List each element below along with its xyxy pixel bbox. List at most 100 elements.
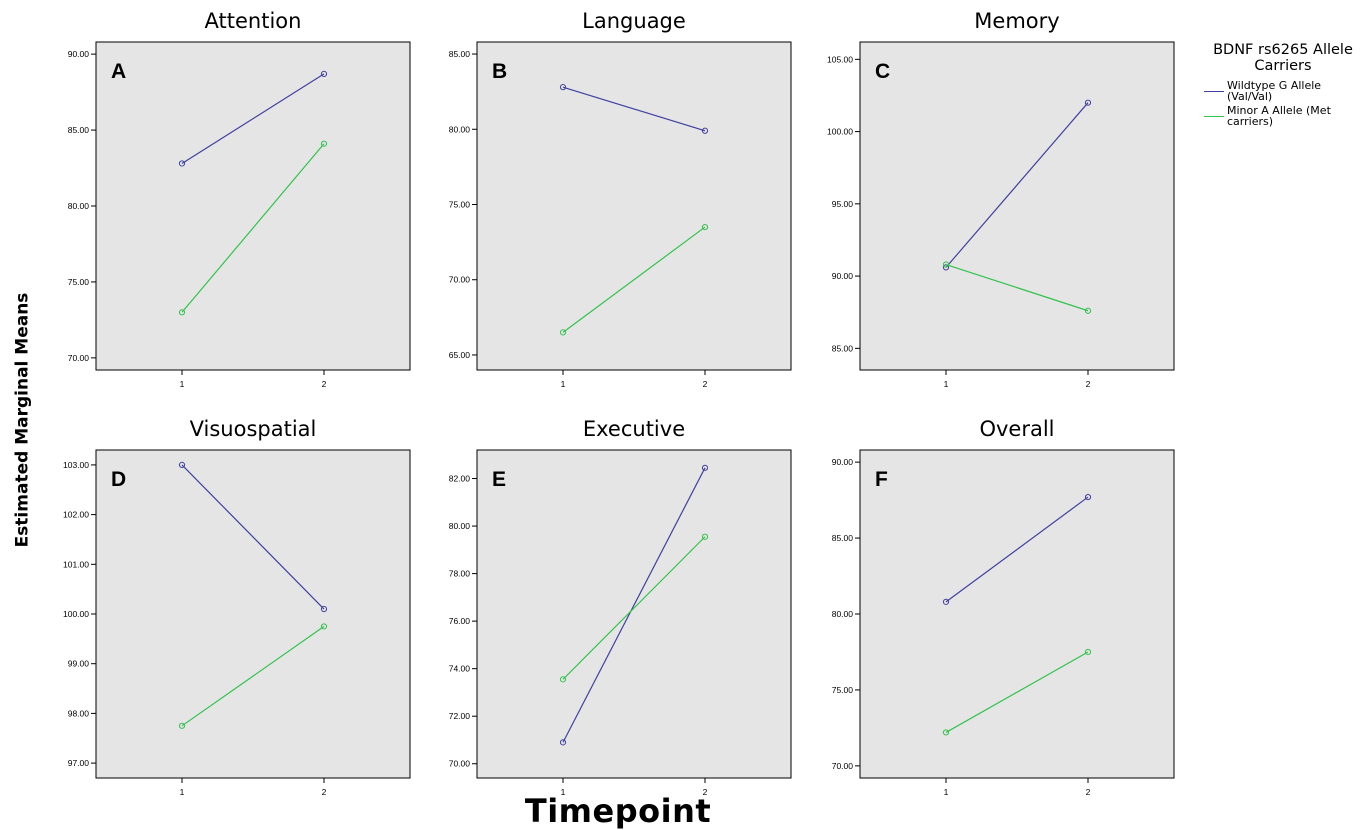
panel-title: Language bbox=[582, 9, 686, 33]
data-point-minor bbox=[559, 329, 567, 336]
data-point-wildtype bbox=[1084, 493, 1092, 501]
panel-b: Language B 65.00 70.00 75.00 80.00 85.00 1 2 bbox=[449, 9, 792, 389]
panel-title: Attention bbox=[205, 9, 302, 33]
panel-title: Executive bbox=[583, 417, 685, 441]
y-tick-label: 95.00 bbox=[832, 199, 854, 209]
plot-area bbox=[95, 449, 411, 779]
data-point-wildtype bbox=[559, 739, 567, 746]
plot-area bbox=[476, 41, 792, 371]
y-tick-label: 70.00 bbox=[68, 353, 90, 363]
x-tick-label: 2 bbox=[1086, 379, 1091, 389]
x-tick-label: 2 bbox=[322, 379, 327, 389]
y-tick-label: 70.00 bbox=[449, 759, 471, 769]
data-point-wildtype bbox=[701, 464, 709, 471]
panel-letter: E bbox=[492, 468, 506, 491]
y-tick-label: 99.00 bbox=[68, 659, 90, 669]
series-line-wildtype bbox=[945, 102, 1089, 268]
y-tick-label: 75.00 bbox=[832, 685, 854, 695]
x-tick-label: 1 bbox=[944, 379, 949, 389]
data-point-wildtype bbox=[178, 461, 186, 469]
legend-label-minor: Minor A Allele (Met carriers) bbox=[1227, 104, 1331, 128]
y-tick-label: 90.00 bbox=[68, 49, 90, 59]
series-line-minor bbox=[945, 263, 1089, 312]
y-tick-label: 78.00 bbox=[449, 569, 471, 579]
series-line-minor bbox=[181, 143, 325, 313]
data-point-minor bbox=[1084, 307, 1092, 314]
y-tick-label: 75.00 bbox=[449, 199, 471, 209]
data-point-minor bbox=[1084, 648, 1092, 656]
y-tick-label: 70.00 bbox=[449, 275, 471, 285]
series-line-wildtype bbox=[562, 467, 706, 743]
y-tick-label: 65.00 bbox=[449, 350, 471, 360]
y-axis-label-container: Estimated Marginal Means bbox=[4, 293, 40, 548]
data-point-wildtype bbox=[178, 160, 186, 167]
y-axis-label: Estimated Marginal Means bbox=[12, 292, 32, 548]
legend-item-minor: Minor A Allele (Met carriers) bbox=[1204, 105, 1362, 127]
x-tick-label: 1 bbox=[561, 787, 566, 797]
data-point-minor bbox=[701, 533, 709, 540]
x-tick-label: 2 bbox=[322, 787, 327, 797]
data-point-minor bbox=[942, 729, 950, 736]
y-tick-label: 80.00 bbox=[449, 124, 471, 134]
panel-letter: F bbox=[875, 468, 888, 491]
y-tick-label: 80.00 bbox=[449, 521, 471, 531]
panel-c: Memory C 85.00 90.00 95.00 100.00 105.00 1 2 bbox=[827, 9, 1175, 389]
data-point-wildtype bbox=[1084, 99, 1092, 106]
data-point-minor bbox=[320, 623, 328, 630]
y-tick-label: 100.00 bbox=[63, 609, 89, 619]
y-tick-label: 85.00 bbox=[832, 343, 854, 353]
series-line-wildtype bbox=[181, 73, 325, 164]
panel-f: Overall F 70.00 75.00 80.00 85.00 90.00 1 2 bbox=[832, 417, 1175, 797]
data-point-wildtype bbox=[320, 605, 328, 613]
series-line-minor bbox=[562, 536, 706, 680]
series-line-wildtype bbox=[181, 464, 325, 610]
y-tick-label: 98.00 bbox=[68, 708, 90, 718]
panel-e: Executive E 70.00 72.00 74.00 76.00 78.00 80.00… bbox=[449, 417, 792, 797]
legend: BDNF rs6265 Allele Carriers Wildtype G A… bbox=[1204, 42, 1362, 130]
y-tick-label: 103.00 bbox=[63, 460, 89, 470]
plot-area bbox=[95, 41, 411, 371]
y-tick-label: 75.00 bbox=[68, 277, 90, 287]
panel-title: Overall bbox=[979, 417, 1054, 441]
legend-label-wildtype: Wildtype G Allele (Val/Val) bbox=[1227, 79, 1322, 103]
data-point-wildtype bbox=[942, 598, 950, 605]
x-tick-label: 2 bbox=[703, 379, 708, 389]
data-point-minor bbox=[320, 140, 328, 147]
series-line-minor bbox=[945, 651, 1089, 733]
legend-item-wildtype: Wildtype G Allele (Val/Val) bbox=[1204, 80, 1362, 102]
legend-swatch-minor bbox=[1204, 116, 1224, 117]
x-tick-label: 2 bbox=[703, 787, 708, 797]
y-tick-label: 85.00 bbox=[449, 49, 471, 59]
y-tick-label: 102.00 bbox=[63, 510, 89, 520]
panel-letter: A bbox=[111, 60, 126, 83]
y-tick-label: 82.00 bbox=[449, 474, 471, 484]
y-tick-label: 100.00 bbox=[827, 127, 853, 137]
y-tick-label: 101.00 bbox=[63, 559, 89, 569]
y-tick-label: 105.00 bbox=[827, 54, 853, 64]
panel-letter: C bbox=[875, 60, 890, 83]
y-tick-label: 85.00 bbox=[832, 533, 854, 543]
data-point-minor bbox=[178, 309, 186, 316]
plot-area bbox=[859, 41, 1175, 371]
series-line-minor bbox=[181, 625, 325, 727]
panel-title: Visuospatial bbox=[190, 417, 317, 441]
y-tick-label: 80.00 bbox=[68, 201, 90, 211]
data-point-minor bbox=[559, 676, 567, 683]
x-tick-label: 1 bbox=[180, 787, 185, 797]
x-tick-label: 1 bbox=[561, 379, 566, 389]
series-line-wildtype bbox=[945, 496, 1089, 603]
y-tick-label: 80.00 bbox=[832, 609, 854, 619]
y-tick-label: 97.00 bbox=[68, 758, 90, 768]
series-line-minor bbox=[562, 226, 706, 333]
data-point-minor bbox=[942, 261, 950, 268]
legend-title: BDNF rs6265 Allele Carriers bbox=[1213, 42, 1353, 74]
y-tick-label: 85.00 bbox=[68, 125, 90, 135]
y-tick-label: 70.00 bbox=[832, 761, 854, 771]
plot-area bbox=[476, 449, 792, 779]
panel-a: Attention A 70.00 75.00 80.00 85.00 90.00 1 2 bbox=[68, 9, 411, 389]
panel-d: Visuospatial D 97.00 98.00 99.00 100.00 101.00… bbox=[63, 417, 411, 797]
panel-letter: D bbox=[111, 468, 126, 491]
y-tick-label: 76.00 bbox=[449, 616, 471, 626]
y-tick-label: 72.00 bbox=[449, 711, 471, 721]
